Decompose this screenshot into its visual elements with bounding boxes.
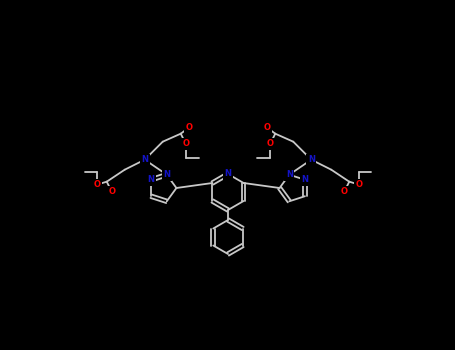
Text: N: N (147, 175, 155, 184)
Text: O: O (356, 180, 363, 189)
Text: N: N (141, 155, 148, 164)
Text: O: O (267, 139, 274, 148)
Text: N: N (308, 155, 315, 164)
Text: N: N (163, 170, 170, 179)
Text: O: O (93, 180, 100, 189)
Text: N: N (286, 170, 293, 179)
Text: O: O (185, 123, 192, 132)
Text: O: O (182, 139, 189, 148)
Text: N: N (301, 175, 308, 184)
Text: O: O (341, 187, 348, 196)
Text: O: O (108, 187, 115, 196)
Text: N: N (224, 169, 232, 178)
Text: O: O (264, 123, 271, 132)
